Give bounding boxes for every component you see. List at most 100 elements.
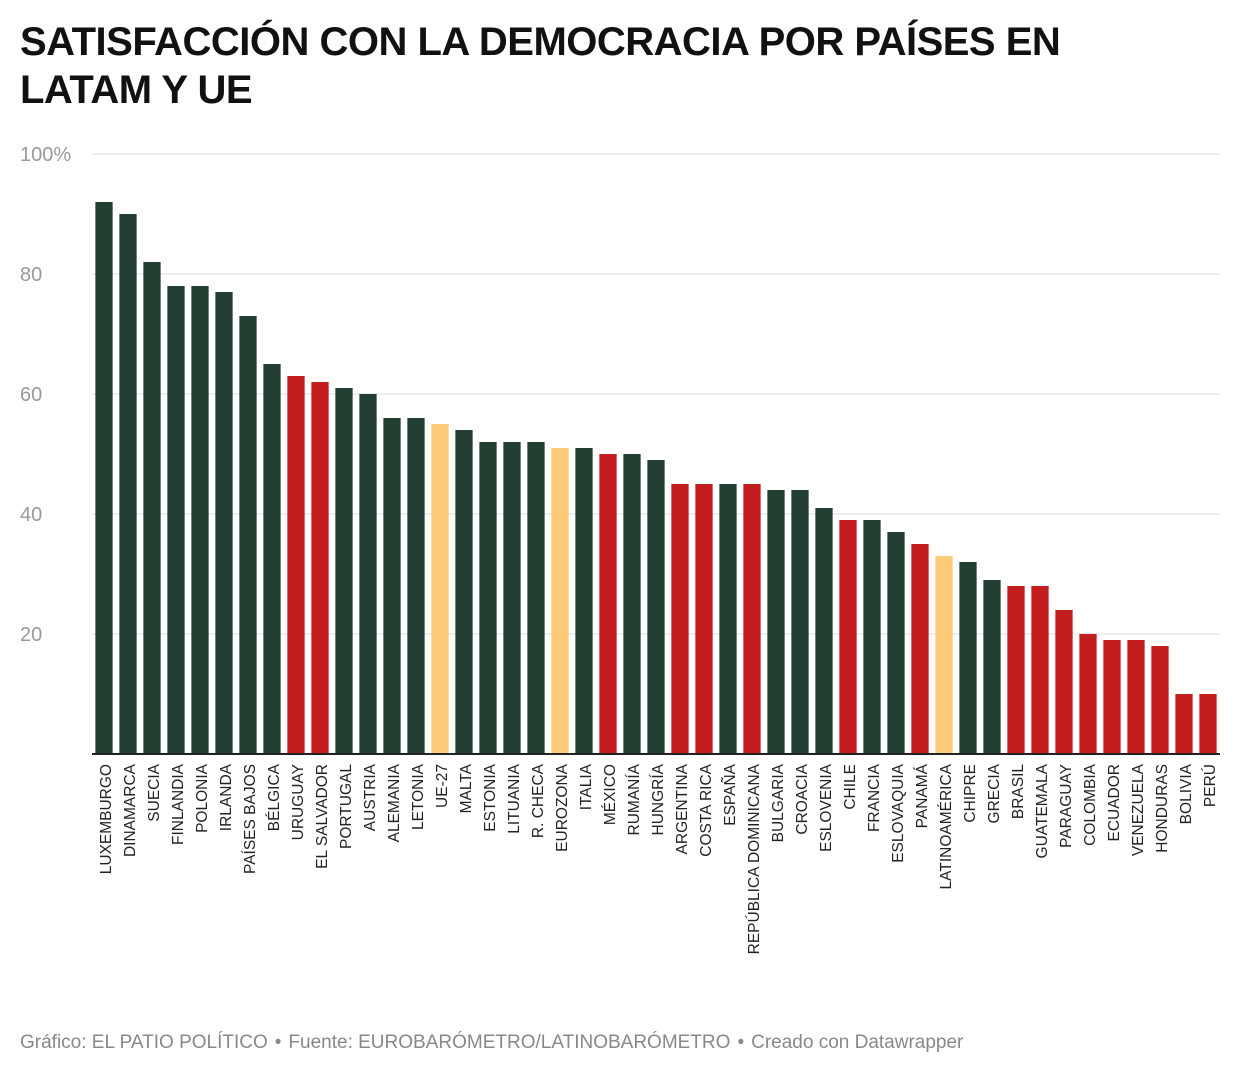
bar [455,430,473,754]
x-tick-label: LUXEMBURGO [98,764,115,874]
x-tick-label: COSTA RICA [698,763,715,856]
x-tick-label: GRECIA [986,763,1003,823]
x-tick-label: HUNGRÍA [650,763,667,835]
footer-source: Fuente: EUROBARÓMETRO/LATINOBARÓMETRO [288,1032,731,1053]
bar [1199,694,1217,754]
bar [767,490,785,754]
x-tick-label: FINLANDIA [170,763,187,845]
bar [191,286,209,754]
x-tick-label: IRLANDA [218,763,235,831]
x-tick-label: PANAMÁ [914,763,931,828]
y-tick-label: 20 [20,624,42,646]
bar [959,562,977,754]
bar [599,454,617,754]
y-tick-label: 80 [20,264,42,286]
bar [1079,634,1097,754]
bar [1007,586,1025,754]
bar [623,454,641,754]
x-tick-label: MÉXICO [602,764,619,825]
bar [791,490,809,754]
x-tick-label: ECUADOR [1106,764,1123,842]
bar [407,418,425,754]
bar [1031,586,1049,754]
bar [647,460,665,754]
bar [527,442,545,754]
x-tick-label: BRASIL [1010,764,1027,820]
bar [167,286,185,754]
x-tick-label: DINAMARCA [122,763,139,857]
bar [1103,640,1121,754]
x-tick-label: AUSTRIA [362,763,379,831]
bar [863,520,881,754]
x-tick-label: CHIPRE [962,764,979,823]
x-tick-label: POLONIA [194,763,211,833]
x-tick-label: ITALIA [578,763,595,810]
bars [95,202,1217,754]
x-tick-label: LATINOAMÉRICA [938,763,955,889]
bar [1175,694,1193,754]
x-tick-label: VENEZUELA [1130,763,1147,856]
x-axis-labels: LUXEMBURGO DINAMARCA SUECIA FINLANDIA POLONI… [98,763,1219,954]
bar [143,262,161,754]
bar [887,532,905,754]
footer: Gráfico: EL PATIO POLÍTICO • Fuente: EUROB… [20,1032,963,1054]
bar [239,316,257,754]
bar [671,484,689,754]
x-tick-label: LITUANIA [506,763,523,833]
bar [911,544,929,754]
x-tick-label: BÉLGICA [266,763,283,831]
y-tick-label: 60 [20,384,42,406]
x-tick-label: PARAGUAY [1058,764,1075,848]
x-tick-label: ESPAÑA [722,763,739,825]
bar-chart: 20 40 60 80 100% LUXEMBURGO DINAMARCA SUECIA FI… [20,144,1220,954]
bar [287,376,305,754]
y-tick-label: 100% [20,144,71,166]
bar [119,214,137,754]
x-tick-label: EL SALVADOR [314,764,331,869]
bar [839,520,857,754]
bar [575,448,593,754]
x-tick-label: ALEMANIA [386,763,403,842]
x-tick-label: BULGARIA [770,763,787,842]
x-tick-label: REPÚBLICA DOMINICANA [746,763,763,954]
bar [431,424,449,754]
bar [263,364,281,754]
bar [983,580,1001,754]
x-tick-label: FRANCIA [866,763,883,832]
x-tick-label: PERÚ [1202,764,1219,807]
x-tick-label: ESTONIA [482,763,499,831]
bar [215,292,233,754]
bar [383,418,401,754]
x-tick-label: EUROZONA [554,763,571,852]
bar [815,508,833,754]
x-tick-label: ESLOVENIA [818,763,835,852]
x-tick-label: PORTUGAL [338,764,355,849]
x-tick-label: URUGUAY [290,764,307,840]
x-tick-label: COLOMBIA [1082,763,1099,845]
bar [719,484,737,754]
x-tick-label: MALTA [458,763,475,813]
bar [335,388,353,754]
bar [695,484,713,754]
bar [743,484,761,754]
chart-title: SATISFACCIÓN CON LA DEMOCRACIA POR PAÍSE… [20,20,1061,112]
x-tick-label: CROACIA [794,763,811,834]
x-tick-label: RUMANÍA [626,763,643,835]
bar [1055,610,1073,754]
footer-separator: • [737,1032,745,1053]
x-tick-label: GUATEMALA [1034,763,1051,858]
bar [503,442,521,754]
bar [359,394,377,754]
bar [479,442,497,754]
x-tick-label: R. CHECA [530,763,547,838]
x-tick-label: PAÍSES BAJOS [242,764,259,874]
bar [95,202,113,754]
footer-graphic-credit: Gráfico: EL PATIO POLÍTICO [20,1032,268,1053]
footer-separator: • [274,1032,282,1053]
footer-created-with: Creado con Datawrapper [751,1032,964,1053]
bar [551,448,569,754]
x-tick-label: UE-27 [434,764,451,808]
x-tick-label: LETONIA [410,763,427,830]
x-tick-label: SUECIA [146,763,163,821]
bar [935,556,953,754]
